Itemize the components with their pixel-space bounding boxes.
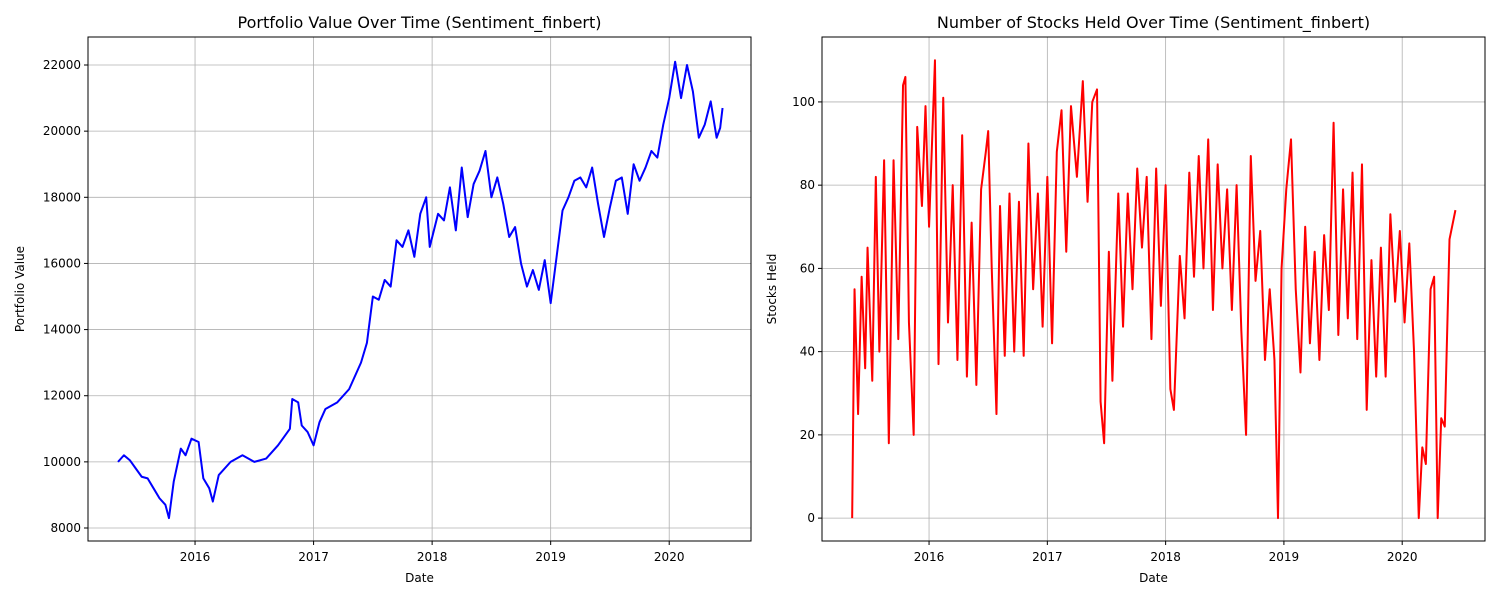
y-tick-label: 18000: [43, 190, 81, 204]
plot-frame: [87, 36, 752, 542]
y-axis-label: Portfolio Value: [13, 246, 27, 332]
x-tick-label: 2018: [1150, 550, 1181, 564]
y-tick-label: 22000: [43, 58, 81, 72]
x-axis-label: Date: [1139, 571, 1168, 585]
data-line: [851, 59, 1457, 520]
y-tick-label: 16000: [43, 256, 81, 270]
x-tick-label: 2020: [654, 550, 685, 564]
y-tick-label: 12000: [43, 389, 81, 403]
plot-frame: [821, 36, 1486, 542]
chart-title: Portfolio Value Over Time (Sentiment_fin…: [238, 13, 602, 33]
x-tick-label: 2017: [1032, 550, 1063, 564]
y-tick-label: 8000: [50, 521, 81, 535]
x-tick-label: 2018: [417, 550, 448, 564]
y-tick-label: 10000: [43, 455, 81, 469]
y-tick-label: 40: [800, 345, 815, 359]
x-tick-label: 2019: [535, 550, 566, 564]
y-tick-label: 0: [807, 511, 815, 525]
x-axis-label: Date: [405, 571, 434, 585]
x-tick-label: 2019: [1269, 550, 1300, 564]
y-axis-label: Stocks Held: [765, 254, 779, 325]
y-tick-label: 14000: [43, 323, 81, 337]
x-tick-label: 2016: [180, 550, 211, 564]
y-tick-label: 80: [800, 178, 815, 192]
chart-title: Number of Stocks Held Over Time (Sentime…: [937, 13, 1370, 33]
y-tick-label: 100: [792, 95, 815, 109]
x-tick-label: 2020: [1387, 550, 1418, 564]
x-tick-label: 2017: [298, 550, 329, 564]
y-tick-label: 20: [800, 428, 815, 442]
x-tick-label: 2016: [914, 550, 945, 564]
data-line: [117, 60, 724, 520]
y-tick-label: 60: [800, 261, 815, 275]
y-tick-label: 20000: [43, 124, 81, 138]
